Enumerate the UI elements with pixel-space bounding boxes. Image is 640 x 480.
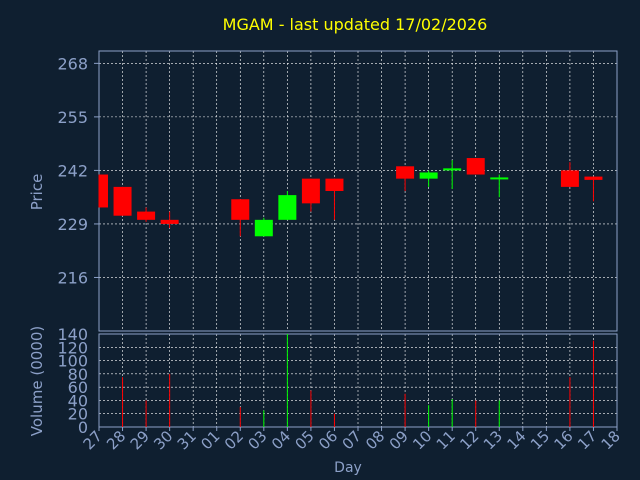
x-tick-label: 30 — [150, 427, 176, 453]
volume-gridlines — [98, 333, 618, 428]
candle — [137, 207, 156, 222]
volume-tick-label: 60 — [68, 378, 88, 397]
candle — [396, 166, 415, 191]
candle — [254, 217, 273, 237]
volume-tick-label: 40 — [68, 391, 88, 410]
candle — [113, 186, 132, 216]
x-tick-label: 05 — [292, 427, 318, 453]
x-axis-ticks: 2728293031010203040506070809101112131415… — [80, 427, 624, 453]
price-tick-label: 255 — [57, 108, 88, 127]
price-axis-label: Price — [28, 174, 46, 211]
price-gridlines — [98, 51, 618, 331]
x-tick-label: 06 — [315, 427, 341, 453]
x-tick-label: 10 — [409, 427, 435, 453]
volume-tick-label: 120 — [57, 338, 88, 357]
volume-tick-label: 140 — [57, 325, 88, 344]
x-tick-label: 02 — [221, 427, 247, 453]
candle-body — [490, 177, 509, 180]
x-tick-label: 12 — [456, 427, 482, 453]
price-tick-label: 216 — [57, 268, 88, 287]
candle-body — [99, 174, 108, 208]
candle-body — [301, 178, 320, 204]
candle — [98, 174, 108, 208]
price-y-ticks: 268 255 242 229 216 — [57, 54, 99, 287]
candle-body — [278, 195, 297, 220]
x-tick-label: 01 — [197, 427, 223, 453]
candle — [160, 211, 179, 229]
candle-body — [137, 211, 156, 220]
x-tick-label: 18 — [598, 427, 624, 453]
x-axis-label: Day — [334, 460, 362, 476]
x-tick-label: 03 — [244, 427, 270, 453]
volume-bar-series — [122, 334, 594, 427]
x-tick-label: 08 — [362, 427, 388, 453]
candle-body — [419, 172, 438, 179]
x-tick-label: 07 — [339, 427, 365, 453]
candle — [301, 178, 320, 212]
candle-body — [396, 166, 415, 179]
price-tick-label: 229 — [57, 215, 88, 234]
price-tick-label: 268 — [57, 54, 88, 73]
x-tick-label: 16 — [551, 427, 577, 453]
candle-body — [466, 158, 485, 175]
volume-tick-label: 0 — [78, 418, 88, 437]
candle-body — [443, 168, 462, 171]
volume-axis-label: Volume (0000) — [28, 326, 46, 436]
x-tick-label: 04 — [268, 427, 294, 453]
chart-title: MGAM - last updated 17/02/2026 — [223, 15, 488, 34]
candle-body — [584, 176, 603, 180]
candle-body — [231, 199, 250, 220]
price-tick-label: 242 — [57, 161, 88, 180]
candle — [278, 191, 297, 220]
candle-body — [160, 219, 179, 224]
x-tick-label: 17 — [574, 427, 600, 453]
volume-tick-label: 100 — [57, 352, 88, 371]
candle-body — [325, 178, 344, 191]
candle-body — [254, 219, 273, 237]
volume-tick-label: 80 — [68, 365, 88, 384]
candle — [584, 176, 603, 202]
candlestick-series — [98, 158, 603, 237]
candle — [325, 178, 344, 220]
candle-body — [113, 186, 132, 216]
x-tick-label: 13 — [480, 427, 506, 453]
candle-body — [560, 170, 579, 187]
x-tick-label: 11 — [433, 427, 459, 453]
x-tick-label: 28 — [103, 427, 129, 453]
volume-tick-label: 20 — [68, 405, 88, 424]
x-tick-label: 29 — [127, 427, 153, 453]
x-tick-label: 15 — [527, 427, 553, 453]
candle — [419, 170, 438, 187]
candle — [231, 199, 250, 237]
candle — [490, 174, 509, 198]
candle — [443, 160, 462, 189]
x-tick-label: 14 — [503, 427, 529, 453]
candle — [466, 158, 485, 175]
x-tick-label: 09 — [386, 427, 412, 453]
candle — [560, 162, 579, 187]
x-tick-label: 31 — [174, 427, 200, 453]
